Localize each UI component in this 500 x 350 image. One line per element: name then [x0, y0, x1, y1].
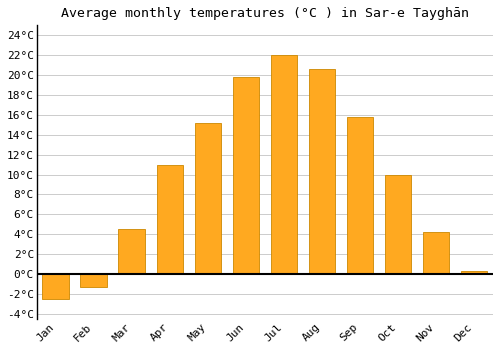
Bar [270, 55, 297, 274]
Bar [422, 232, 450, 274]
Title: Average monthly temperatures (°C ) in Sar-e Tayghān: Average monthly temperatures (°C ) in Sa… [61, 7, 469, 20]
Bar [460, 271, 487, 274]
Bar [308, 69, 335, 274]
Bar [346, 117, 374, 274]
Bar [42, 274, 69, 299]
Bar [118, 229, 145, 274]
Bar [232, 77, 259, 274]
Bar [384, 175, 411, 274]
Bar [156, 164, 183, 274]
Bar [194, 123, 221, 274]
Bar [80, 274, 107, 287]
